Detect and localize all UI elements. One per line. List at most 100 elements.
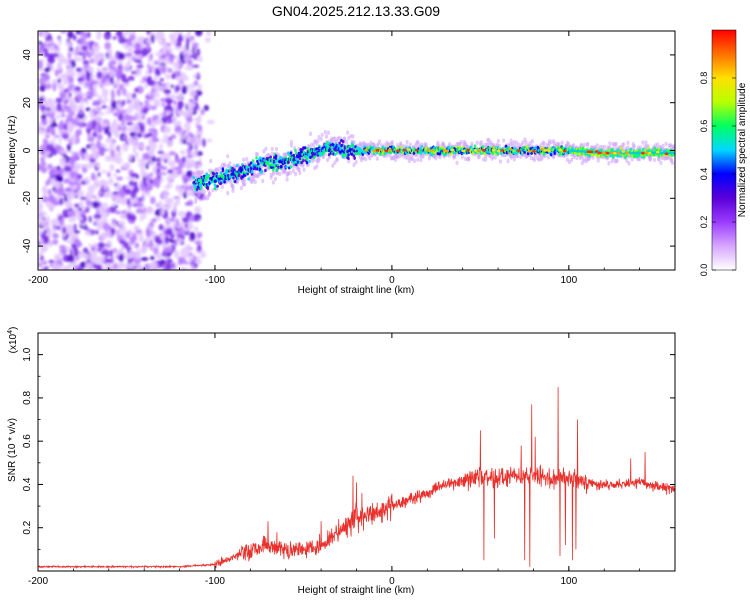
ridge-halo [661, 143, 665, 149]
noise-speckle [105, 261, 112, 270]
noise-speckle [198, 232, 203, 238]
noise-speckle [134, 58, 141, 64]
noise-speckle [119, 64, 124, 71]
noise-speckle [62, 209, 70, 219]
noise-speckle [99, 99, 107, 105]
noise-speckle [78, 200, 85, 207]
noise-speckle [43, 266, 49, 270]
noise-speckle [81, 45, 88, 51]
noise-speckle [152, 92, 160, 98]
ridge-halo [670, 160, 675, 166]
noise-speckle [46, 125, 53, 133]
noise-speckle [147, 117, 152, 126]
noise-speckle [136, 70, 142, 77]
noise-speckle [39, 93, 45, 98]
ridge-cell [347, 153, 350, 157]
noise-speckle [78, 36, 87, 46]
noise-speckle [55, 194, 60, 202]
ridge-halo [566, 141, 571, 147]
noise-speckle [127, 185, 135, 190]
noise-speckle [124, 52, 133, 57]
ridge-peak [640, 151, 645, 155]
ridge-halo [294, 171, 298, 177]
colorbar-tick-label: 0.2 [699, 216, 709, 229]
noise-speckle [56, 62, 62, 71]
ridge-peak [430, 148, 435, 152]
ridge-halo [333, 160, 337, 165]
noise-speckle [161, 102, 165, 108]
noise-speckle [129, 262, 133, 270]
noise-speckle [154, 52, 163, 56]
noise-speckle [164, 228, 173, 236]
noise-speckle [106, 55, 115, 61]
noise-speckle [160, 208, 165, 216]
noise-speckle [102, 91, 108, 99]
noise-speckle [58, 134, 62, 144]
noise-speckle [197, 124, 203, 132]
noise-speckle [71, 60, 76, 68]
noise-speckle [181, 267, 190, 270]
noise-speckle [122, 42, 129, 49]
noise-speckle [82, 163, 89, 168]
noise-speckle [145, 39, 152, 44]
noise-speckle [164, 120, 171, 124]
ridge-halo [271, 180, 275, 185]
noise-speckle [113, 173, 118, 177]
noise-speckle [186, 135, 192, 144]
noise-speckle [177, 210, 186, 218]
noise-speckle [179, 257, 186, 264]
noise-speckle [116, 88, 122, 97]
noise-speckle [63, 267, 67, 270]
noise-speckle [108, 177, 114, 185]
ridge-cell [473, 144, 477, 148]
noise-speckle [115, 156, 123, 165]
ridge-peak [492, 149, 496, 152]
ridge-halo [424, 142, 428, 147]
noise-speckle [150, 234, 155, 240]
noise-speckle [117, 220, 126, 226]
ridge-halo [532, 157, 537, 163]
noise-speckle [84, 176, 89, 184]
noise-speckle [93, 151, 99, 160]
noise-speckle [107, 130, 112, 139]
noise-speckle [115, 31, 123, 38]
noise-speckle [190, 163, 198, 167]
noise-speckle [90, 73, 95, 81]
noise-speckle [96, 139, 100, 148]
ridge-halo [552, 154, 556, 160]
ridge-cell [221, 167, 225, 171]
noise-speckle [195, 137, 203, 147]
ridge-cell [275, 168, 279, 172]
noise-speckle [180, 61, 184, 68]
noise-speckle [112, 100, 117, 109]
ridge-halo [315, 164, 319, 169]
noise-speckle [87, 136, 95, 143]
noise-speckle [70, 171, 77, 180]
ridge-halo [261, 178, 265, 184]
ridge-cell [204, 178, 208, 182]
noise-speckle [172, 204, 176, 213]
noise-speckle [112, 36, 117, 40]
noise-speckle [184, 159, 193, 165]
noise-speckle [157, 165, 165, 170]
noise-speckle [111, 202, 116, 207]
noise-speckle [66, 191, 75, 201]
noise-speckle [65, 202, 74, 209]
ridge-halo [245, 156, 249, 162]
ridge-peak [508, 148, 513, 151]
noise-speckle [54, 144, 62, 150]
ridge-halo [317, 156, 321, 161]
noise-speckle [156, 239, 163, 245]
noise-speckle [92, 255, 100, 265]
ridge-halo [493, 155, 497, 160]
noise-speckle [145, 187, 152, 191]
noise-speckle [83, 153, 91, 161]
noise-speckle [143, 107, 149, 113]
noise-speckle [50, 64, 54, 72]
noise-speckle [43, 67, 51, 73]
noise-speckle [101, 76, 106, 85]
ridge-peak [647, 151, 652, 155]
noise-speckle [121, 233, 126, 238]
noise-speckle [68, 262, 77, 267]
noise-speckle [133, 116, 137, 121]
